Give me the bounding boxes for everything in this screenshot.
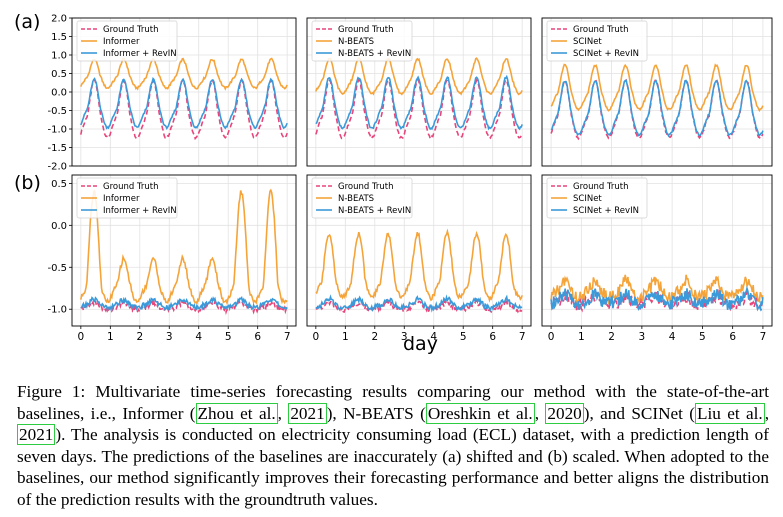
series-line [550, 79, 764, 138]
legend-label: Informer + RevIN [103, 49, 177, 59]
y-tick-label: 0.5 [51, 69, 67, 80]
legend-label: N-BEATS + RevIN [338, 206, 411, 216]
x-tick-label: 3 [401, 331, 408, 343]
axes-frame [306, 17, 532, 167]
citation-link[interactable]: Liu et al. [694, 402, 765, 424]
x-tick-label: 6 [254, 331, 261, 343]
x-tick-label: 7 [519, 331, 526, 343]
legend-label: Ground Truth [338, 25, 394, 35]
row-label-b: (b) [14, 172, 41, 194]
legend-label: N-BEATS + RevIN [338, 49, 411, 59]
x-tick-label: 7 [760, 331, 767, 343]
y-tick-label: -2.0 [47, 162, 67, 173]
x-tick-label: 1 [342, 331, 349, 343]
caption-text: , [764, 403, 769, 423]
legend-box [311, 177, 413, 219]
citation-link[interactable]: Oreshkin et al. [425, 402, 535, 424]
citation-link[interactable]: 2021 [288, 402, 327, 424]
figure-caption: Figure 1: Multivariate time-series forec… [17, 381, 769, 511]
legend-label: SCINet [573, 194, 602, 204]
caption-text: , [277, 403, 289, 423]
caption-text: , [534, 403, 546, 423]
series-line [550, 274, 764, 307]
x-tick-label: 1 [578, 331, 585, 343]
x-tick-label: 6 [729, 331, 736, 343]
y-tick-label: -0.5 [47, 263, 67, 274]
legend-label: Ground Truth [338, 182, 394, 192]
figure-plots: 2.0 1.5 1.0 0.5 0.0 -0.5 -1.0 -1.5 -2.0 Ground Tr… [47, 14, 773, 343]
x-tick-label: 0 [548, 331, 555, 343]
x-tick-label: 2 [136, 331, 143, 343]
citation-link[interactable]: 2020 [545, 402, 584, 424]
x-tick-label: 5 [699, 331, 706, 343]
x-tick-label: 2 [371, 331, 378, 343]
series-line [80, 77, 288, 130]
legend-label: SCINet + RevIN [573, 206, 639, 216]
legend-label: Informer + RevIN [103, 206, 177, 216]
x-tick-label: 4 [195, 331, 202, 343]
y-tick-label: -1.0 [47, 305, 67, 316]
legend-label: N-BEATS [338, 37, 374, 47]
axes-frame [541, 17, 773, 167]
x-tick-label: 5 [225, 331, 232, 343]
x-tick-label: 4 [669, 331, 676, 343]
x-tick-label: 0 [77, 331, 84, 343]
legend-box [76, 177, 178, 219]
y-tick-label: -1.0 [47, 125, 67, 136]
legend-label: Ground Truth [573, 25, 629, 35]
y-tick-label: 2.0 [51, 14, 67, 25]
axes-frame [306, 174, 532, 327]
legend-box [546, 177, 648, 219]
series-line [80, 57, 288, 91]
x-tick-label: 5 [460, 331, 467, 343]
x-tick-label: 2 [608, 331, 615, 343]
y-tick-label: 1.0 [51, 51, 67, 62]
legend-label: Informer [103, 194, 140, 204]
x-axis-title: day [403, 333, 438, 355]
citation-link[interactable]: Zhou et al. [195, 402, 278, 424]
series-line [550, 63, 764, 113]
x-tick-label: 3 [166, 331, 173, 343]
legend-label: Informer [103, 37, 140, 47]
x-tick-label: 0 [312, 331, 319, 343]
caption-text: ), N-BEATS ( [326, 403, 426, 423]
legend-box [546, 20, 648, 62]
y-tick-label: 0.5 [51, 179, 67, 190]
series-line [80, 188, 288, 306]
series-line [315, 294, 523, 313]
caption-text: ). The analysis is conducted on electric… [17, 425, 769, 509]
caption-text: Figure 1: Multivariate time-series forec… [17, 382, 769, 423]
series-line [315, 298, 523, 315]
legend-label: SCINet + RevIN [573, 49, 639, 59]
legend-label: SCINet [573, 37, 602, 47]
x-tick-label: 3 [639, 331, 646, 343]
y-tick-label: 0.0 [51, 88, 67, 99]
legend-label: Ground Truth [573, 182, 629, 192]
caption-text: ), and SCINet ( [583, 403, 695, 423]
x-tick-label: 4 [430, 331, 437, 343]
y-tick-label: 0.0 [51, 221, 67, 232]
x-tick-label: 7 [284, 331, 291, 343]
series-line [550, 285, 764, 312]
citation-link[interactable]: 2021 [17, 424, 56, 446]
x-tick-label: 1 [107, 331, 114, 343]
figure: 2.0 1.5 1.0 0.5 0.0 -0.5 -1.0 -1.5 -2.0 Ground Tr… [14, 11, 773, 355]
legend-label: Ground Truth [103, 182, 159, 192]
axes-frame [71, 174, 297, 327]
series-line [80, 296, 288, 313]
legend-box [76, 20, 178, 62]
legend-label: N-BEATS [338, 194, 374, 204]
series-line [315, 57, 523, 96]
series-line [315, 228, 523, 303]
y-tick-label: 1.5 [51, 32, 67, 43]
legend-label: Ground Truth [103, 25, 159, 35]
y-tick-label: -1.5 [47, 143, 67, 154]
row-label-a: (a) [14, 11, 41, 33]
y-tick-label: -0.5 [47, 106, 67, 117]
axes-frame [541, 174, 773, 327]
x-tick-label: 6 [489, 331, 496, 343]
series-line [315, 74, 523, 131]
legend-box [311, 20, 413, 62]
